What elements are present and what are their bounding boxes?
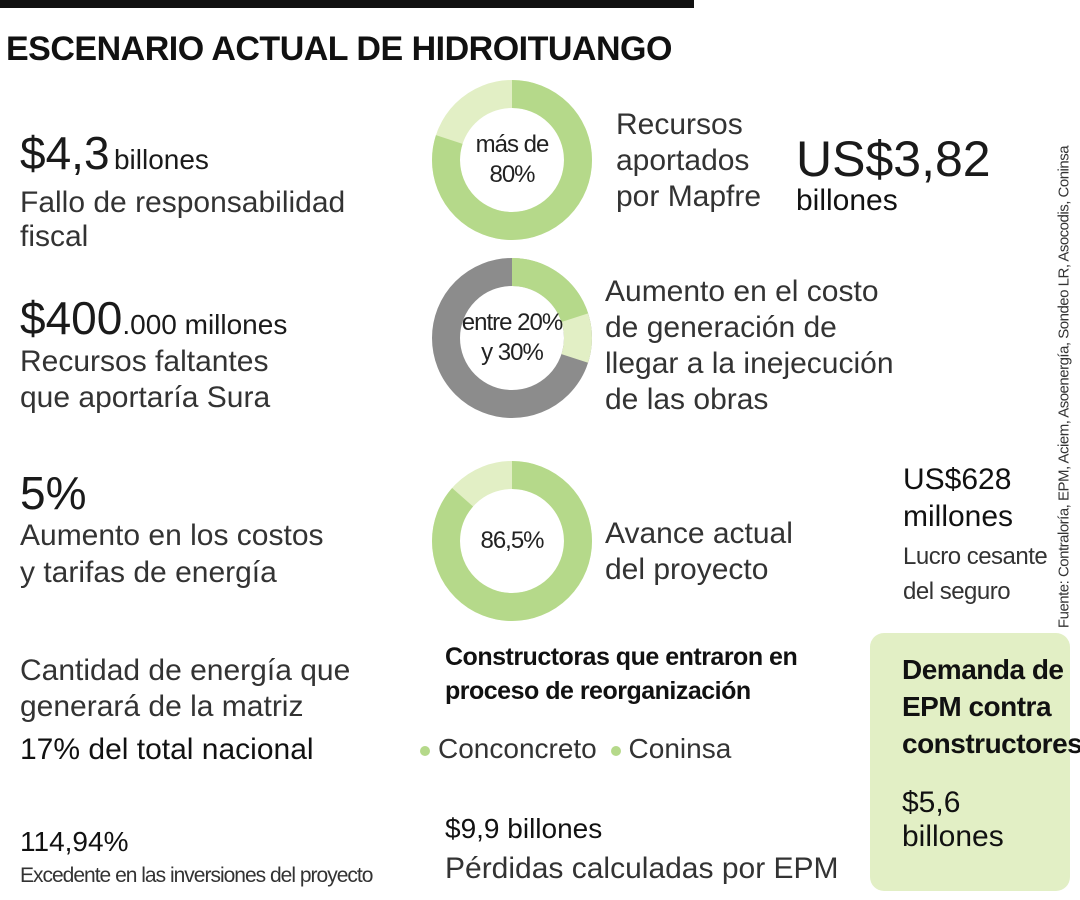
costo-desc-3: llegar a la inejecución bbox=[605, 347, 894, 380]
top-rule bbox=[0, 0, 694, 8]
mapfre-desc-2: aportados bbox=[616, 144, 750, 177]
bullet-icon bbox=[420, 745, 430, 756]
stat-sura: $400.000 millones bbox=[20, 295, 287, 341]
constructoras-title-2: proceso de reorganización bbox=[445, 677, 751, 705]
lucro-amount-2: millones bbox=[903, 500, 1014, 533]
sura-unit: .000 millones bbox=[122, 309, 288, 340]
donut-avance: 86,5% bbox=[432, 461, 592, 621]
energia-highlight: 17% del total nacional bbox=[20, 733, 314, 766]
donut-costo-value-arc bbox=[432, 258, 592, 418]
donut-mapfre-chart bbox=[432, 80, 592, 240]
mapfre-desc-3: por Mapfre bbox=[616, 180, 762, 213]
donut-avance-chart bbox=[432, 461, 592, 621]
donut-mapfre-label-2: 80% bbox=[489, 161, 535, 188]
constructora-item: Conconcreto bbox=[438, 733, 597, 764]
fallo-desc: Fallo de responsabilidad fiscal bbox=[20, 186, 346, 253]
stat-fallo: $4,3 billones bbox=[20, 130, 209, 176]
donut-costo-label-2: y 30% bbox=[481, 339, 544, 366]
page-title: ESCENARIO ACTUAL DE HIDROITUANGO bbox=[6, 30, 672, 68]
lucro-amount-1: US$628 bbox=[903, 463, 1012, 496]
donut-avance-value-arc bbox=[432, 461, 592, 621]
donut-costo: entre 20% y 30% bbox=[432, 258, 592, 418]
source-note: Fuente: Contraloría, EPM, Aciem, Asoener… bbox=[1054, 146, 1074, 628]
demanda-line-2: EPM contra bbox=[902, 691, 1052, 722]
costos-amount: 5% bbox=[20, 467, 87, 519]
demanda-box bbox=[870, 633, 1070, 891]
sura-desc-2: que aportaría Sura bbox=[20, 381, 271, 414]
fallo-amount: $4,3 bbox=[20, 127, 110, 179]
costo-desc-1: Aumento en el costo bbox=[605, 275, 879, 308]
donut-avance-label: 86,5% bbox=[432, 461, 592, 621]
donut-costo-label: entre 20% y 30% bbox=[432, 258, 592, 418]
demanda-line-1: Demanda de bbox=[902, 654, 1064, 685]
mapfre-unit: billones bbox=[796, 184, 898, 217]
energia-desc-2: generará de la matriz bbox=[20, 690, 304, 723]
constructora-item: Coninsa bbox=[628, 733, 732, 764]
mapfre-desc-1: Recursos bbox=[616, 108, 743, 141]
excedente-amount: 114,94% bbox=[20, 826, 129, 857]
donut-costo-chart bbox=[432, 258, 592, 418]
avance-desc-1: Avance actual bbox=[605, 517, 793, 550]
costo-desc-4: de las obras bbox=[605, 383, 769, 416]
donut-costo-label-1: entre 20% bbox=[461, 309, 563, 336]
sura-desc-1: Recursos faltantes bbox=[20, 345, 269, 378]
donut-mapfre: más de 80% bbox=[432, 80, 592, 240]
donut-mapfre-value-arc bbox=[432, 80, 592, 240]
perdidas-amount: $9,9 billones bbox=[445, 813, 603, 844]
costo-desc-2: de generación de bbox=[605, 311, 837, 344]
perdidas-desc: Pérdidas calculadas por EPM bbox=[445, 852, 839, 885]
constructoras-title-1: Constructoras que entraron en bbox=[445, 643, 798, 671]
fallo-unit: billones bbox=[113, 144, 209, 175]
donut-mapfre-label: más de 80% bbox=[432, 80, 592, 240]
demanda-title: Demanda de EPM contra constructores bbox=[902, 651, 1080, 762]
donut-mapfre-label-1: más de bbox=[475, 131, 550, 158]
constructoras-list: Conconcreto Coninsa bbox=[420, 733, 731, 765]
demanda-amount-1: $5,6 bbox=[902, 786, 961, 819]
excedente-desc: Excedente en las inversiones del proyect… bbox=[20, 864, 373, 887]
lucro-desc-1: Lucro cesante bbox=[903, 543, 1048, 570]
costos-desc-2: y tarifas de energía bbox=[20, 556, 277, 589]
lucro-desc-2: del seguro bbox=[903, 578, 1011, 605]
avance-desc-2: del proyecto bbox=[605, 553, 769, 586]
demanda-line-3: constructores bbox=[902, 728, 1080, 759]
source-text: Fuente: Contraloría, EPM, Aciem, Asoener… bbox=[1055, 145, 1073, 629]
bullet-icon bbox=[610, 745, 621, 756]
energia-desc-1: Cantidad de energía que bbox=[20, 654, 351, 687]
sura-amount: $400 bbox=[20, 292, 123, 344]
donut-avance-label-1: 86,5% bbox=[480, 527, 544, 554]
demanda-amount: $5,6 billones bbox=[902, 786, 1004, 854]
mapfre-amount: US$3,82 bbox=[796, 131, 991, 187]
demanda-amount-2: billones bbox=[902, 820, 1004, 853]
costos-desc-1: Aumento en los costos bbox=[20, 519, 324, 552]
